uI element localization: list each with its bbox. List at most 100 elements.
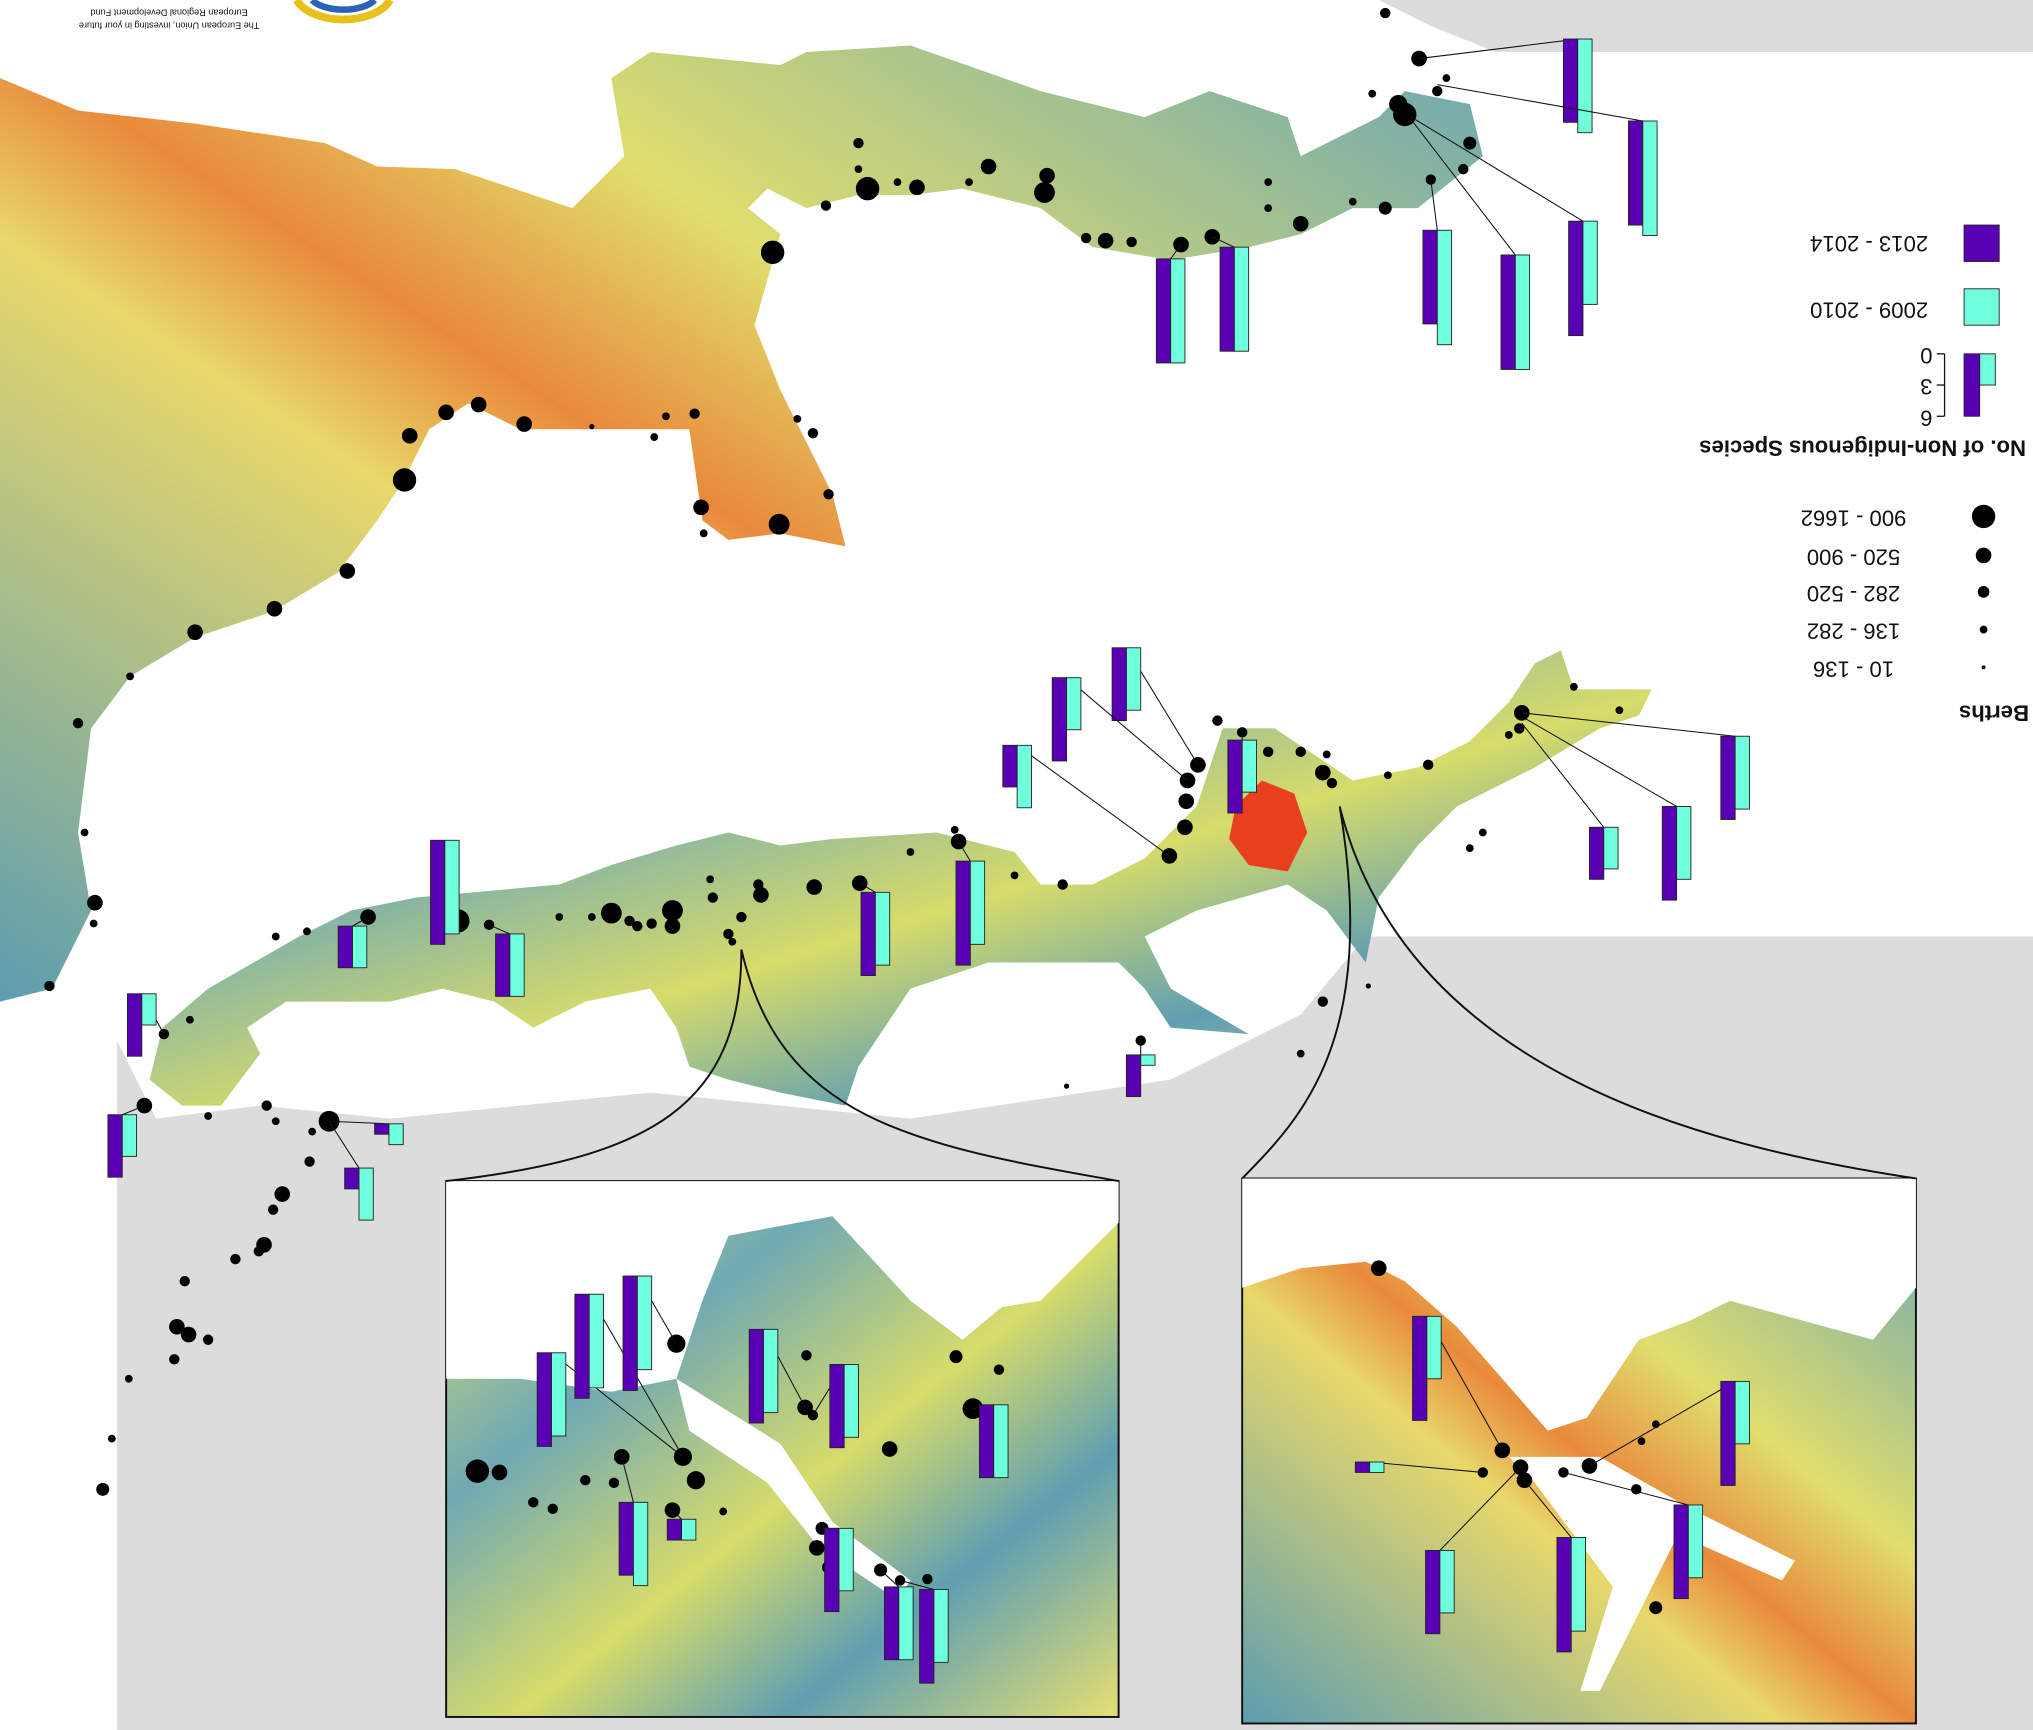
port-dot bbox=[588, 913, 596, 921]
port-dot bbox=[580, 1475, 590, 1485]
port-dot bbox=[950, 1350, 963, 1363]
port-dot bbox=[821, 200, 831, 210]
port-dot bbox=[809, 1540, 825, 1556]
port-dot bbox=[267, 601, 283, 617]
port-dot bbox=[1011, 872, 1019, 880]
port-dot bbox=[87, 895, 103, 911]
port-dot bbox=[1098, 233, 1114, 249]
nis-bar bbox=[875, 892, 889, 965]
port-dot bbox=[272, 1117, 280, 1125]
port-dot bbox=[650, 433, 658, 441]
port-dot bbox=[187, 624, 203, 640]
nis-bar bbox=[1674, 1505, 1688, 1599]
nis-bar bbox=[1662, 806, 1676, 900]
port-dot bbox=[687, 1471, 705, 1489]
legend-label: 136 - 282 bbox=[1807, 619, 1900, 644]
nis-bar bbox=[338, 926, 352, 968]
nis-bar bbox=[1437, 230, 1451, 344]
legend-dot bbox=[1978, 586, 1990, 598]
nis-bar bbox=[1735, 1381, 1749, 1443]
nis-bar bbox=[375, 1124, 389, 1134]
port-dot bbox=[922, 1574, 932, 1584]
port-dot bbox=[1296, 747, 1306, 757]
port-dot bbox=[1039, 168, 1055, 184]
port-dot bbox=[1064, 1084, 1069, 1089]
nis-bar bbox=[1220, 247, 1234, 351]
port-dot bbox=[1323, 751, 1331, 759]
page: {"logo":{"line1":"European Regional Deve… bbox=[0, 0, 2033, 1730]
nis-bar bbox=[1604, 827, 1618, 869]
port-dot bbox=[339, 563, 355, 579]
port-dot bbox=[909, 180, 925, 196]
port-dot bbox=[753, 879, 763, 889]
port-dot bbox=[179, 1276, 189, 1286]
logo-text: European Regional Development Fund bbox=[90, 7, 247, 17]
port-dot bbox=[1293, 216, 1309, 232]
nis-bar bbox=[623, 1276, 637, 1390]
port-dot bbox=[1349, 198, 1357, 206]
port-dot bbox=[700, 529, 708, 537]
port-dot bbox=[1615, 706, 1623, 714]
port-dot bbox=[674, 1448, 692, 1466]
port-dot bbox=[855, 165, 863, 173]
nis-bar bbox=[637, 1276, 651, 1370]
port-dot bbox=[274, 1186, 290, 1202]
port-dot bbox=[706, 875, 714, 883]
port-dot bbox=[1432, 86, 1442, 96]
port-dot bbox=[662, 412, 670, 420]
nis-bar bbox=[1721, 1381, 1735, 1485]
port-dot bbox=[268, 1204, 278, 1214]
port-dot bbox=[438, 405, 454, 421]
nis-bar bbox=[1426, 1550, 1440, 1633]
port-dot bbox=[1380, 8, 1390, 18]
port-dot bbox=[548, 1504, 558, 1514]
port-dot bbox=[965, 178, 973, 186]
nis-bar bbox=[1557, 1537, 1571, 1651]
port-dot bbox=[823, 489, 833, 499]
port-dot bbox=[1178, 793, 1194, 809]
nis-bar bbox=[1688, 1505, 1702, 1578]
nis-bar bbox=[1643, 121, 1657, 235]
port-dot bbox=[1505, 731, 1513, 739]
port-dot bbox=[1466, 844, 1474, 852]
nis-bar bbox=[1242, 740, 1256, 792]
port-dot bbox=[1442, 74, 1450, 82]
port-dot bbox=[1034, 182, 1055, 203]
port-dot bbox=[73, 718, 83, 728]
port-dot bbox=[393, 468, 416, 491]
port-dot bbox=[137, 1098, 153, 1114]
port-dot bbox=[951, 834, 967, 850]
port-dot bbox=[689, 408, 699, 418]
port-dot bbox=[1389, 95, 1407, 113]
nis-bar bbox=[1440, 1550, 1454, 1612]
port-dot bbox=[665, 918, 681, 934]
port-dot bbox=[589, 424, 594, 429]
nis-bar bbox=[359, 1168, 373, 1220]
legend-bar bbox=[1980, 354, 1996, 385]
nis-bar bbox=[1017, 745, 1031, 807]
port-dot bbox=[126, 672, 134, 680]
nis-bar bbox=[749, 1329, 763, 1423]
nis-bar bbox=[1677, 806, 1691, 879]
nis-bar bbox=[979, 1405, 993, 1478]
port-dot bbox=[186, 1016, 194, 1024]
nis-bar bbox=[956, 861, 970, 965]
port-dot bbox=[1479, 829, 1487, 837]
nis-bar bbox=[830, 1364, 844, 1447]
legend-label: 2009 - 2010 bbox=[1810, 297, 1928, 322]
nis-bar bbox=[1112, 648, 1126, 721]
port-dot bbox=[801, 1350, 811, 1360]
port-dot bbox=[169, 1354, 179, 1364]
legend-label: 2013 - 2014 bbox=[1810, 231, 1928, 256]
port-dot bbox=[1204, 229, 1220, 245]
nis-bar bbox=[431, 840, 445, 944]
port-dot bbox=[304, 1156, 314, 1166]
nis-bar bbox=[1571, 1537, 1585, 1631]
port-dot bbox=[303, 927, 311, 935]
nis-bar bbox=[1589, 827, 1603, 879]
scale-label: 3 bbox=[1920, 374, 1932, 399]
port-dot bbox=[769, 514, 790, 535]
legend-title: Berths bbox=[1959, 701, 2029, 726]
nis-bar bbox=[1583, 221, 1597, 304]
nis-bar bbox=[1569, 221, 1583, 335]
